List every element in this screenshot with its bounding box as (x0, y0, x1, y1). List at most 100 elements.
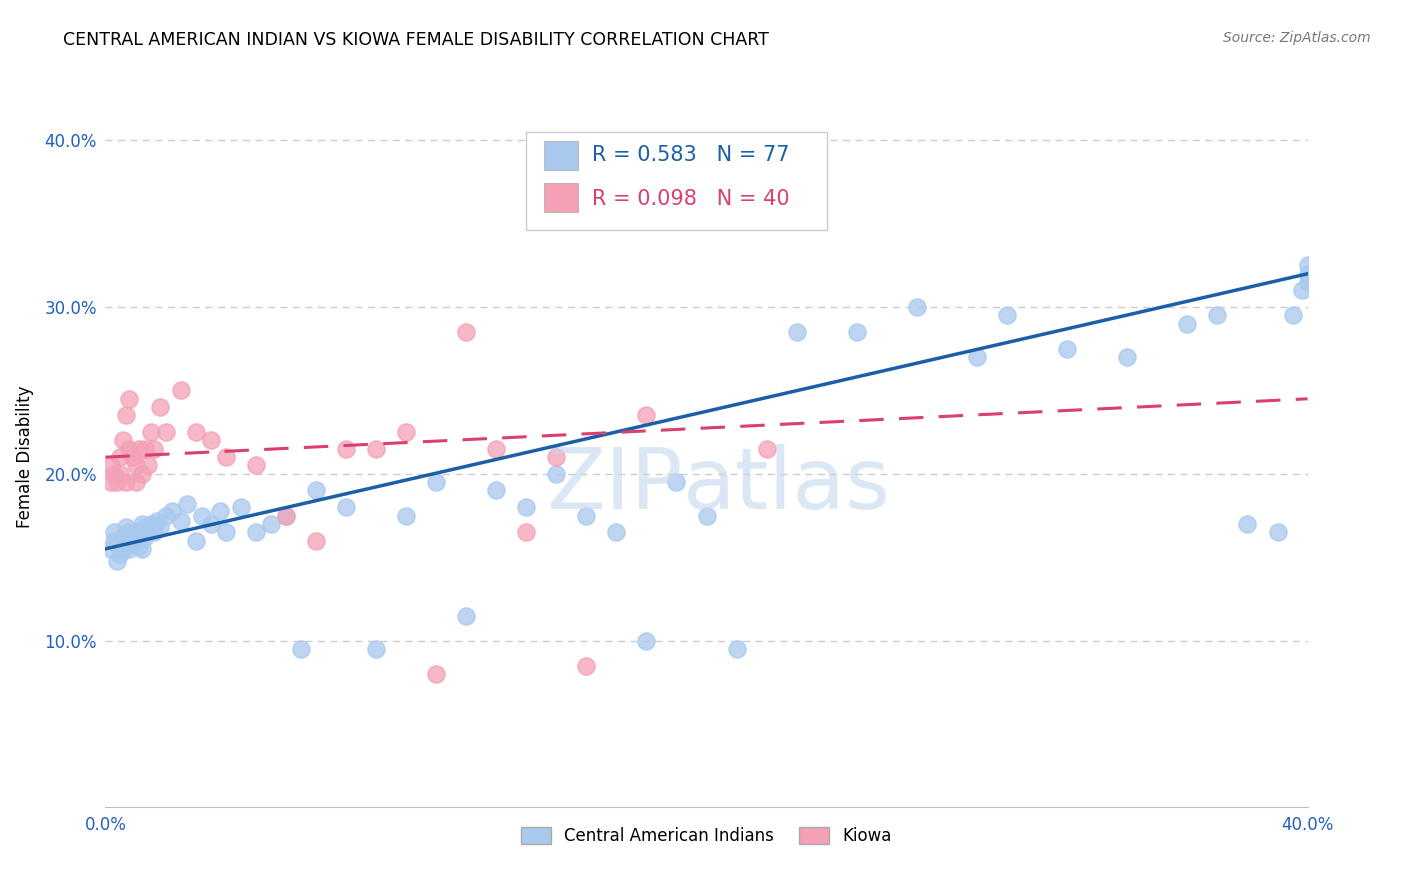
Point (425, 475, 447, 490)
Point (128, 530, 150, 544)
Point (169, 514, 191, 528)
Point (118, 533, 141, 548)
Point (229, 500, 252, 515)
Point (364, 641, 387, 656)
FancyBboxPatch shape (544, 141, 578, 170)
Point (905, 300, 928, 314)
Point (134, 442, 156, 456)
Y-axis label: Female Disability: Female Disability (15, 386, 34, 528)
Point (546, 450, 568, 465)
Point (290, 641, 312, 656)
Point (142, 525, 165, 540)
Point (546, 467, 568, 481)
Text: atlas: atlas (682, 443, 890, 526)
Point (1236, 516, 1258, 531)
Point (128, 442, 150, 456)
Point (124, 533, 146, 548)
Point (110, 547, 132, 561)
Point (115, 528, 138, 542)
Point (200, 434, 222, 448)
Point (112, 537, 135, 551)
Point (485, 483, 508, 498)
Point (169, 384, 191, 398)
Point (131, 467, 153, 481)
Point (305, 483, 328, 498)
Point (755, 442, 778, 456)
Text: R = 0.098   N = 40: R = 0.098 N = 40 (592, 189, 790, 209)
Point (110, 467, 132, 481)
Text: ZIP: ZIP (546, 443, 682, 526)
Point (665, 475, 688, 490)
Point (103, 525, 125, 540)
Point (121, 537, 143, 551)
Point (155, 508, 177, 523)
Point (485, 442, 508, 456)
Point (245, 525, 267, 540)
Point (1291, 284, 1313, 298)
Point (160, 503, 183, 517)
Point (456, 325, 478, 339)
Point (107, 553, 129, 567)
Point (112, 530, 135, 544)
Point (605, 525, 627, 540)
Point (107, 537, 129, 551)
Point (1296, 275, 1319, 289)
Point (214, 525, 236, 540)
Point (425, 666, 447, 681)
Text: Source: ZipAtlas.com: Source: ZipAtlas.com (1223, 31, 1371, 45)
Point (208, 503, 231, 517)
Point (103, 533, 125, 548)
Point (115, 537, 138, 551)
Point (575, 508, 598, 523)
Point (274, 508, 297, 523)
Point (121, 530, 143, 544)
Point (1116, 350, 1139, 364)
Point (136, 458, 159, 473)
Point (786, 325, 808, 339)
Point (515, 500, 537, 515)
Point (134, 520, 156, 534)
Point (148, 400, 170, 414)
Point (364, 442, 387, 456)
Point (696, 508, 718, 523)
Point (200, 516, 222, 531)
Point (124, 475, 146, 490)
Point (966, 350, 988, 364)
Point (335, 500, 357, 515)
Legend: Central American Indians, Kiowa: Central American Indians, Kiowa (515, 820, 898, 852)
Point (136, 525, 159, 540)
Point (1206, 309, 1229, 323)
Point (456, 608, 478, 623)
Point (124, 525, 146, 540)
Point (515, 525, 537, 540)
Point (110, 450, 132, 465)
Point (118, 525, 141, 540)
Point (121, 450, 143, 465)
Point (1296, 259, 1319, 273)
Point (103, 467, 125, 481)
Point (636, 409, 658, 423)
Point (190, 508, 212, 523)
Point (1267, 525, 1289, 540)
Point (128, 539, 150, 553)
Point (725, 641, 748, 656)
Point (142, 442, 165, 456)
Text: R = 0.583   N = 77: R = 0.583 N = 77 (592, 145, 790, 165)
Point (131, 516, 153, 531)
Point (395, 425, 418, 439)
Point (115, 409, 138, 423)
Point (575, 658, 598, 673)
Point (184, 425, 207, 439)
Point (1056, 342, 1078, 356)
Point (260, 516, 283, 531)
Point (145, 514, 167, 528)
Point (148, 520, 170, 534)
Point (636, 633, 658, 648)
Point (1296, 267, 1319, 281)
Point (305, 533, 328, 548)
Point (176, 497, 198, 511)
Point (100, 475, 122, 490)
Point (155, 425, 177, 439)
FancyBboxPatch shape (526, 131, 827, 229)
Point (845, 325, 868, 339)
